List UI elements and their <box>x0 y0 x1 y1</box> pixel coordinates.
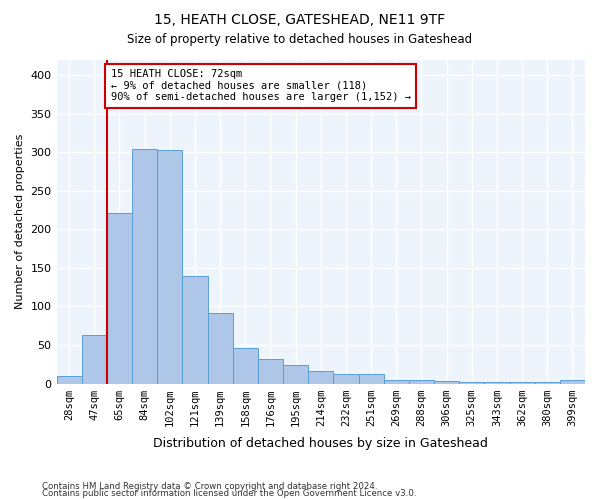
Bar <box>107 214 132 384</box>
Text: Size of property relative to detached houses in Gateshead: Size of property relative to detached ho… <box>127 32 473 46</box>
Y-axis label: Number of detached properties: Number of detached properties <box>15 134 25 310</box>
X-axis label: Distribution of detached houses by size in Gateshead: Distribution of detached houses by size … <box>154 437 488 450</box>
Text: Contains HM Land Registry data © Crown copyright and database right 2024.: Contains HM Land Registry data © Crown c… <box>42 482 377 491</box>
Bar <box>182 276 208 384</box>
Text: 15 HEATH CLOSE: 72sqm
← 9% of detached houses are smaller (118)
90% of semi-deta: 15 HEATH CLOSE: 72sqm ← 9% of detached h… <box>110 69 410 102</box>
Bar <box>56 376 82 384</box>
Bar <box>434 381 459 384</box>
Bar <box>383 380 409 384</box>
Bar <box>560 380 585 384</box>
Bar <box>132 148 157 384</box>
Bar <box>459 382 484 384</box>
Bar <box>233 348 258 384</box>
Bar <box>82 335 107 384</box>
Bar <box>409 380 434 384</box>
Bar <box>484 382 509 384</box>
Bar <box>258 359 283 384</box>
Bar <box>308 371 334 384</box>
Text: 15, HEATH CLOSE, GATESHEAD, NE11 9TF: 15, HEATH CLOSE, GATESHEAD, NE11 9TF <box>154 12 446 26</box>
Bar <box>157 150 182 384</box>
Text: Contains public sector information licensed under the Open Government Licence v3: Contains public sector information licen… <box>42 490 416 498</box>
Bar <box>208 314 233 384</box>
Bar <box>509 382 535 384</box>
Bar <box>283 365 308 384</box>
Bar <box>359 374 383 384</box>
Bar <box>334 374 359 384</box>
Bar <box>535 382 560 384</box>
